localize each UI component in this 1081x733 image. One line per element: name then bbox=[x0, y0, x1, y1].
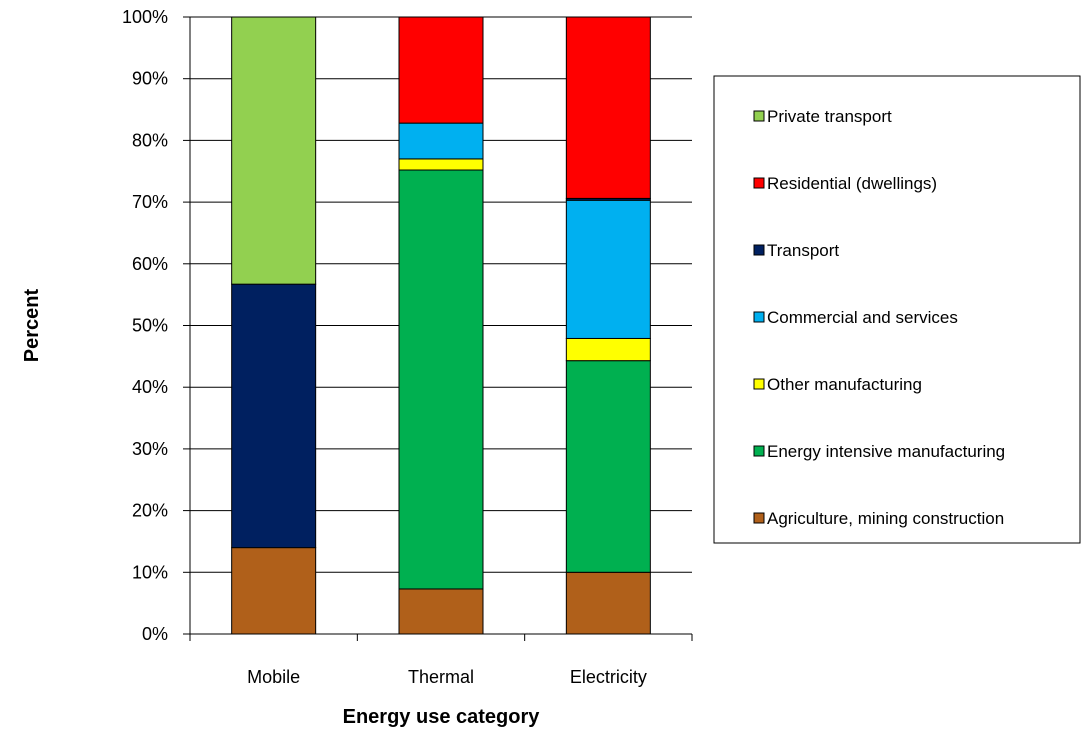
legend-swatch bbox=[753, 445, 765, 457]
legend-swatch bbox=[753, 244, 765, 256]
bar-segment-other-manufacturing bbox=[565, 337, 651, 362]
bar-segment-residential-dwellings bbox=[398, 16, 484, 124]
legend-swatch bbox=[753, 311, 765, 323]
y-tick-label: 10% bbox=[132, 562, 168, 582]
x-tick-label: Thermal bbox=[408, 667, 474, 687]
legend-label: Other manufacturing bbox=[767, 375, 922, 394]
bar-segment-private-transport bbox=[231, 16, 317, 285]
y-tick-label: 30% bbox=[132, 439, 168, 459]
y-axis-title: Percent bbox=[21, 288, 43, 362]
legend-label: Private transport bbox=[767, 107, 892, 126]
y-tick-label: 70% bbox=[132, 192, 168, 212]
legend: Private transport Residential (dwellings)… bbox=[713, 75, 1081, 544]
legend-label: Energy intensive manufacturing bbox=[767, 442, 1005, 461]
x-tick-labels: Mobile Thermal Electricity bbox=[247, 667, 647, 687]
x-axis-title: Energy use category bbox=[343, 706, 541, 728]
legend-swatch bbox=[753, 177, 765, 189]
bar-segment-commercial-and-services bbox=[398, 122, 484, 160]
y-tick-label: 0% bbox=[142, 624, 168, 644]
y-tick-labels: 0% 10% 20% 30% 40% 50% 60% 70% 80% 90% 100% bbox=[122, 7, 168, 644]
legend-label: Agriculture, mining construction bbox=[767, 509, 1004, 528]
legend-label: Transport bbox=[767, 241, 839, 260]
bar-segment-agriculture-mining-construction bbox=[565, 571, 651, 635]
x-tick-label: Electricity bbox=[570, 667, 647, 687]
legend-box bbox=[713, 75, 1081, 544]
bar-segment-agriculture-mining-construction bbox=[398, 588, 484, 635]
y-tick-label: 60% bbox=[132, 254, 168, 274]
y-tick-label: 90% bbox=[132, 69, 168, 89]
bar-segment-energy-intensive-manufacturing bbox=[398, 169, 484, 590]
bar-segment-transport bbox=[231, 283, 317, 549]
legend-swatch bbox=[753, 512, 765, 524]
y-tick-label: 80% bbox=[132, 130, 168, 150]
y-tick-label: 50% bbox=[132, 316, 168, 336]
bar-segment-other-manufacturing bbox=[398, 158, 484, 171]
legend-label: Commercial and services bbox=[767, 308, 958, 327]
bars bbox=[231, 16, 651, 635]
legend-swatch bbox=[753, 110, 765, 122]
legend-label: Residential (dwellings) bbox=[767, 174, 937, 193]
legend-swatch bbox=[753, 378, 765, 390]
axes bbox=[183, 16, 693, 641]
y-tick-label: 100% bbox=[122, 7, 168, 27]
bar-segment-agriculture-mining-construction bbox=[231, 547, 317, 635]
bar-segment-energy-intensive-manufacturing bbox=[565, 360, 651, 573]
x-tick-label: Mobile bbox=[247, 667, 300, 687]
bar-segment-commercial-and-services bbox=[565, 199, 651, 339]
y-tick-label: 20% bbox=[132, 501, 168, 521]
y-tick-label: 40% bbox=[132, 377, 168, 397]
bar-segment-residential-dwellings bbox=[565, 16, 651, 199]
